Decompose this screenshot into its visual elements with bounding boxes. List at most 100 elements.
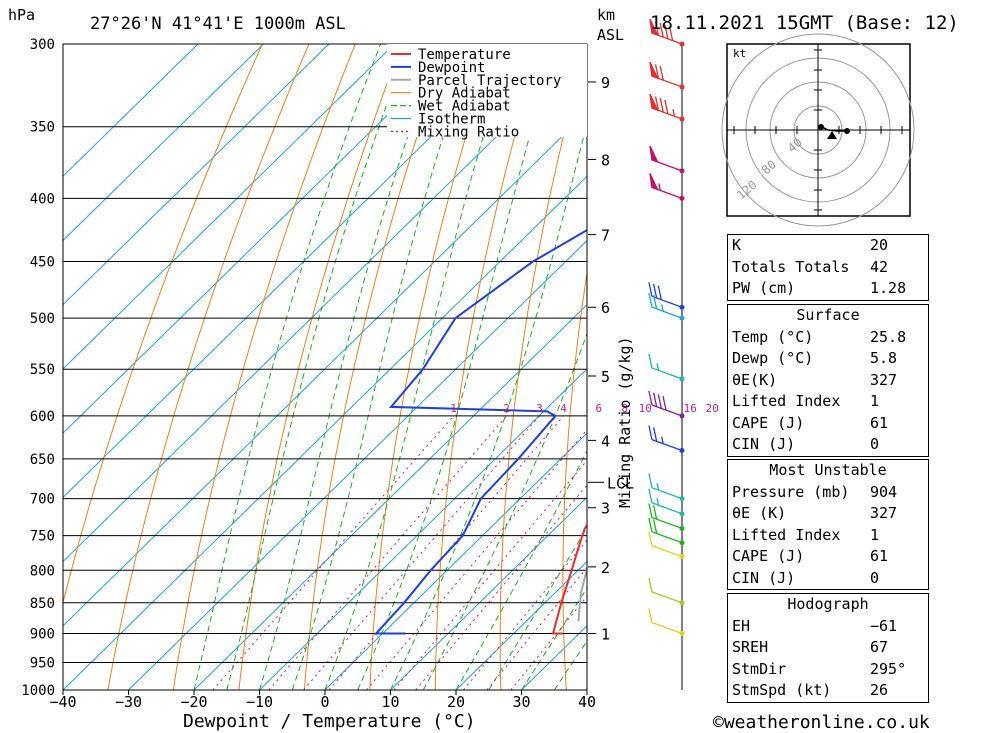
pressure-tick-label: 700 (30, 492, 55, 508)
isotherm-line (128, 239, 587, 690)
location-title: 27°26'N 41°41'E 1000m ASL (90, 14, 346, 34)
wind-barb (649, 173, 683, 199)
hodograph-point (844, 128, 850, 134)
height-km-label: 6 (601, 299, 610, 317)
wind-barb-feather (659, 23, 664, 38)
wind-barb-half-feather (656, 363, 660, 371)
isotherm-line (455, 560, 587, 690)
height-km-label: 8 (601, 151, 610, 169)
wet-adiabat-line (455, 449, 587, 690)
hodograph-ring (721, 33, 915, 227)
legend-item: Isotherm (418, 112, 485, 128)
index-row: Lifted Index 1 (732, 392, 880, 410)
wind-barb-feather (668, 26, 674, 41)
x-tick-label: −20 (180, 693, 207, 711)
dry-adiabat-line (63, 44, 263, 605)
hodograph-title: Hodograph (787, 595, 869, 613)
pressure-tick-label: 600 (30, 409, 55, 425)
profile-series (373, 228, 587, 635)
wind-barb-pennant (649, 61, 659, 80)
height-km-label: 3 (601, 500, 610, 518)
plot-frame (62, 43, 588, 691)
wind-barb-staff (651, 531, 683, 544)
pressure-tick-label: 750 (30, 529, 55, 545)
wind-barb (648, 473, 683, 500)
isotherm-line (63, 44, 396, 370)
wind-barb-feather (654, 64, 660, 79)
mixing-ratio-label: 1 (450, 402, 457, 415)
wind-barb (648, 608, 683, 635)
mixing-ratio-line (268, 415, 507, 690)
wind-barb-half-feather (661, 304, 664, 312)
wind-barb-staff (651, 306, 683, 319)
wind-barb-feather (648, 425, 653, 440)
height-km-label: 1 (601, 625, 610, 643)
dry-adiabat-line (107, 44, 310, 690)
height-unit-label-2: ASL (597, 26, 624, 44)
wind-barb-feather (648, 282, 653, 297)
wet-adiabat-line (226, 44, 410, 690)
wind-barb-half-feather (661, 436, 664, 444)
legend-box (387, 44, 587, 137)
wind-barb-staff (651, 621, 683, 635)
wind-barb-half-feather (672, 109, 676, 117)
wet-adiabat-line (324, 44, 513, 690)
pressure-tick-label: 650 (30, 452, 55, 468)
height-km-label: 2 (601, 559, 610, 577)
x-tick-label: 20 (447, 693, 465, 711)
wind-barb-feather (652, 294, 658, 309)
x-tick-label: −30 (115, 693, 142, 711)
index-row: CAPE (J) 61 (732, 547, 889, 565)
axes: 3003504004505005506006507007508008509009… (21, 37, 596, 711)
wet-adiabat-line (357, 44, 557, 690)
index-row: Totals Totals 42 (732, 257, 889, 276)
wind-barb-feather (648, 517, 653, 532)
index-row: EH −61 (732, 616, 898, 635)
hodograph-unit: kt (733, 47, 746, 60)
pressure-tick-label: 300 (30, 37, 55, 53)
x-tick-label: 30 (512, 693, 530, 711)
dry-adiabat-line (172, 44, 356, 690)
wind-barb (648, 282, 683, 308)
x-axis-label: Dewpoint / Temperature (°C) (183, 711, 476, 732)
wind-barb-staff (651, 487, 683, 500)
wind-barb-half-feather (658, 183, 662, 191)
mixing-ratio-axis-label: Mixing Ratio (g/kg) (616, 336, 634, 508)
isotherm-line (259, 368, 587, 690)
most-unstable-title: Most Unstable (769, 461, 887, 479)
series-temperature (551, 523, 587, 635)
height-km-label: 9 (601, 74, 610, 92)
pressure-tick-label: 900 (30, 626, 55, 642)
x-tick-label: 40 (578, 693, 596, 711)
dry-adiabat-line (953, 35, 1000, 690)
wind-barb-staff (651, 591, 683, 604)
wind-barb (649, 93, 683, 120)
height-unit-label: km (597, 6, 615, 24)
wind-barb-feather (652, 505, 658, 520)
pressure-tick-label: 800 (30, 563, 55, 579)
isotherm-line (324, 432, 587, 690)
mixing-ratio-label: 2 (503, 402, 510, 415)
height-km-label: 5 (601, 368, 610, 386)
wind-barb-feather (659, 98, 664, 113)
index-row: Pressure (mb) 904 (732, 482, 898, 501)
wind-barbs (648, 18, 685, 636)
legend-item: Parcel Trajectory (418, 73, 561, 89)
wind-barb-staff (651, 367, 683, 380)
wind-barb-half-feather (656, 482, 660, 491)
index-row: SREH 67 (732, 638, 889, 656)
pressure-tick-label: 1000 (21, 683, 55, 699)
index-row: StmSpd (kt) 26 (732, 681, 889, 699)
legend-item: Mixing Ratio (418, 124, 519, 140)
storm-motion-marker (827, 131, 837, 139)
pressure-tick-label: 550 (30, 362, 55, 378)
isotherm-line (63, 47, 587, 563)
pressure-tick-label: 400 (30, 191, 55, 207)
wind-barb (648, 390, 683, 417)
dry-adiabat-line (499, 44, 587, 690)
wind-barb-feather (659, 65, 664, 81)
pressure-tick-label: 450 (30, 255, 55, 271)
